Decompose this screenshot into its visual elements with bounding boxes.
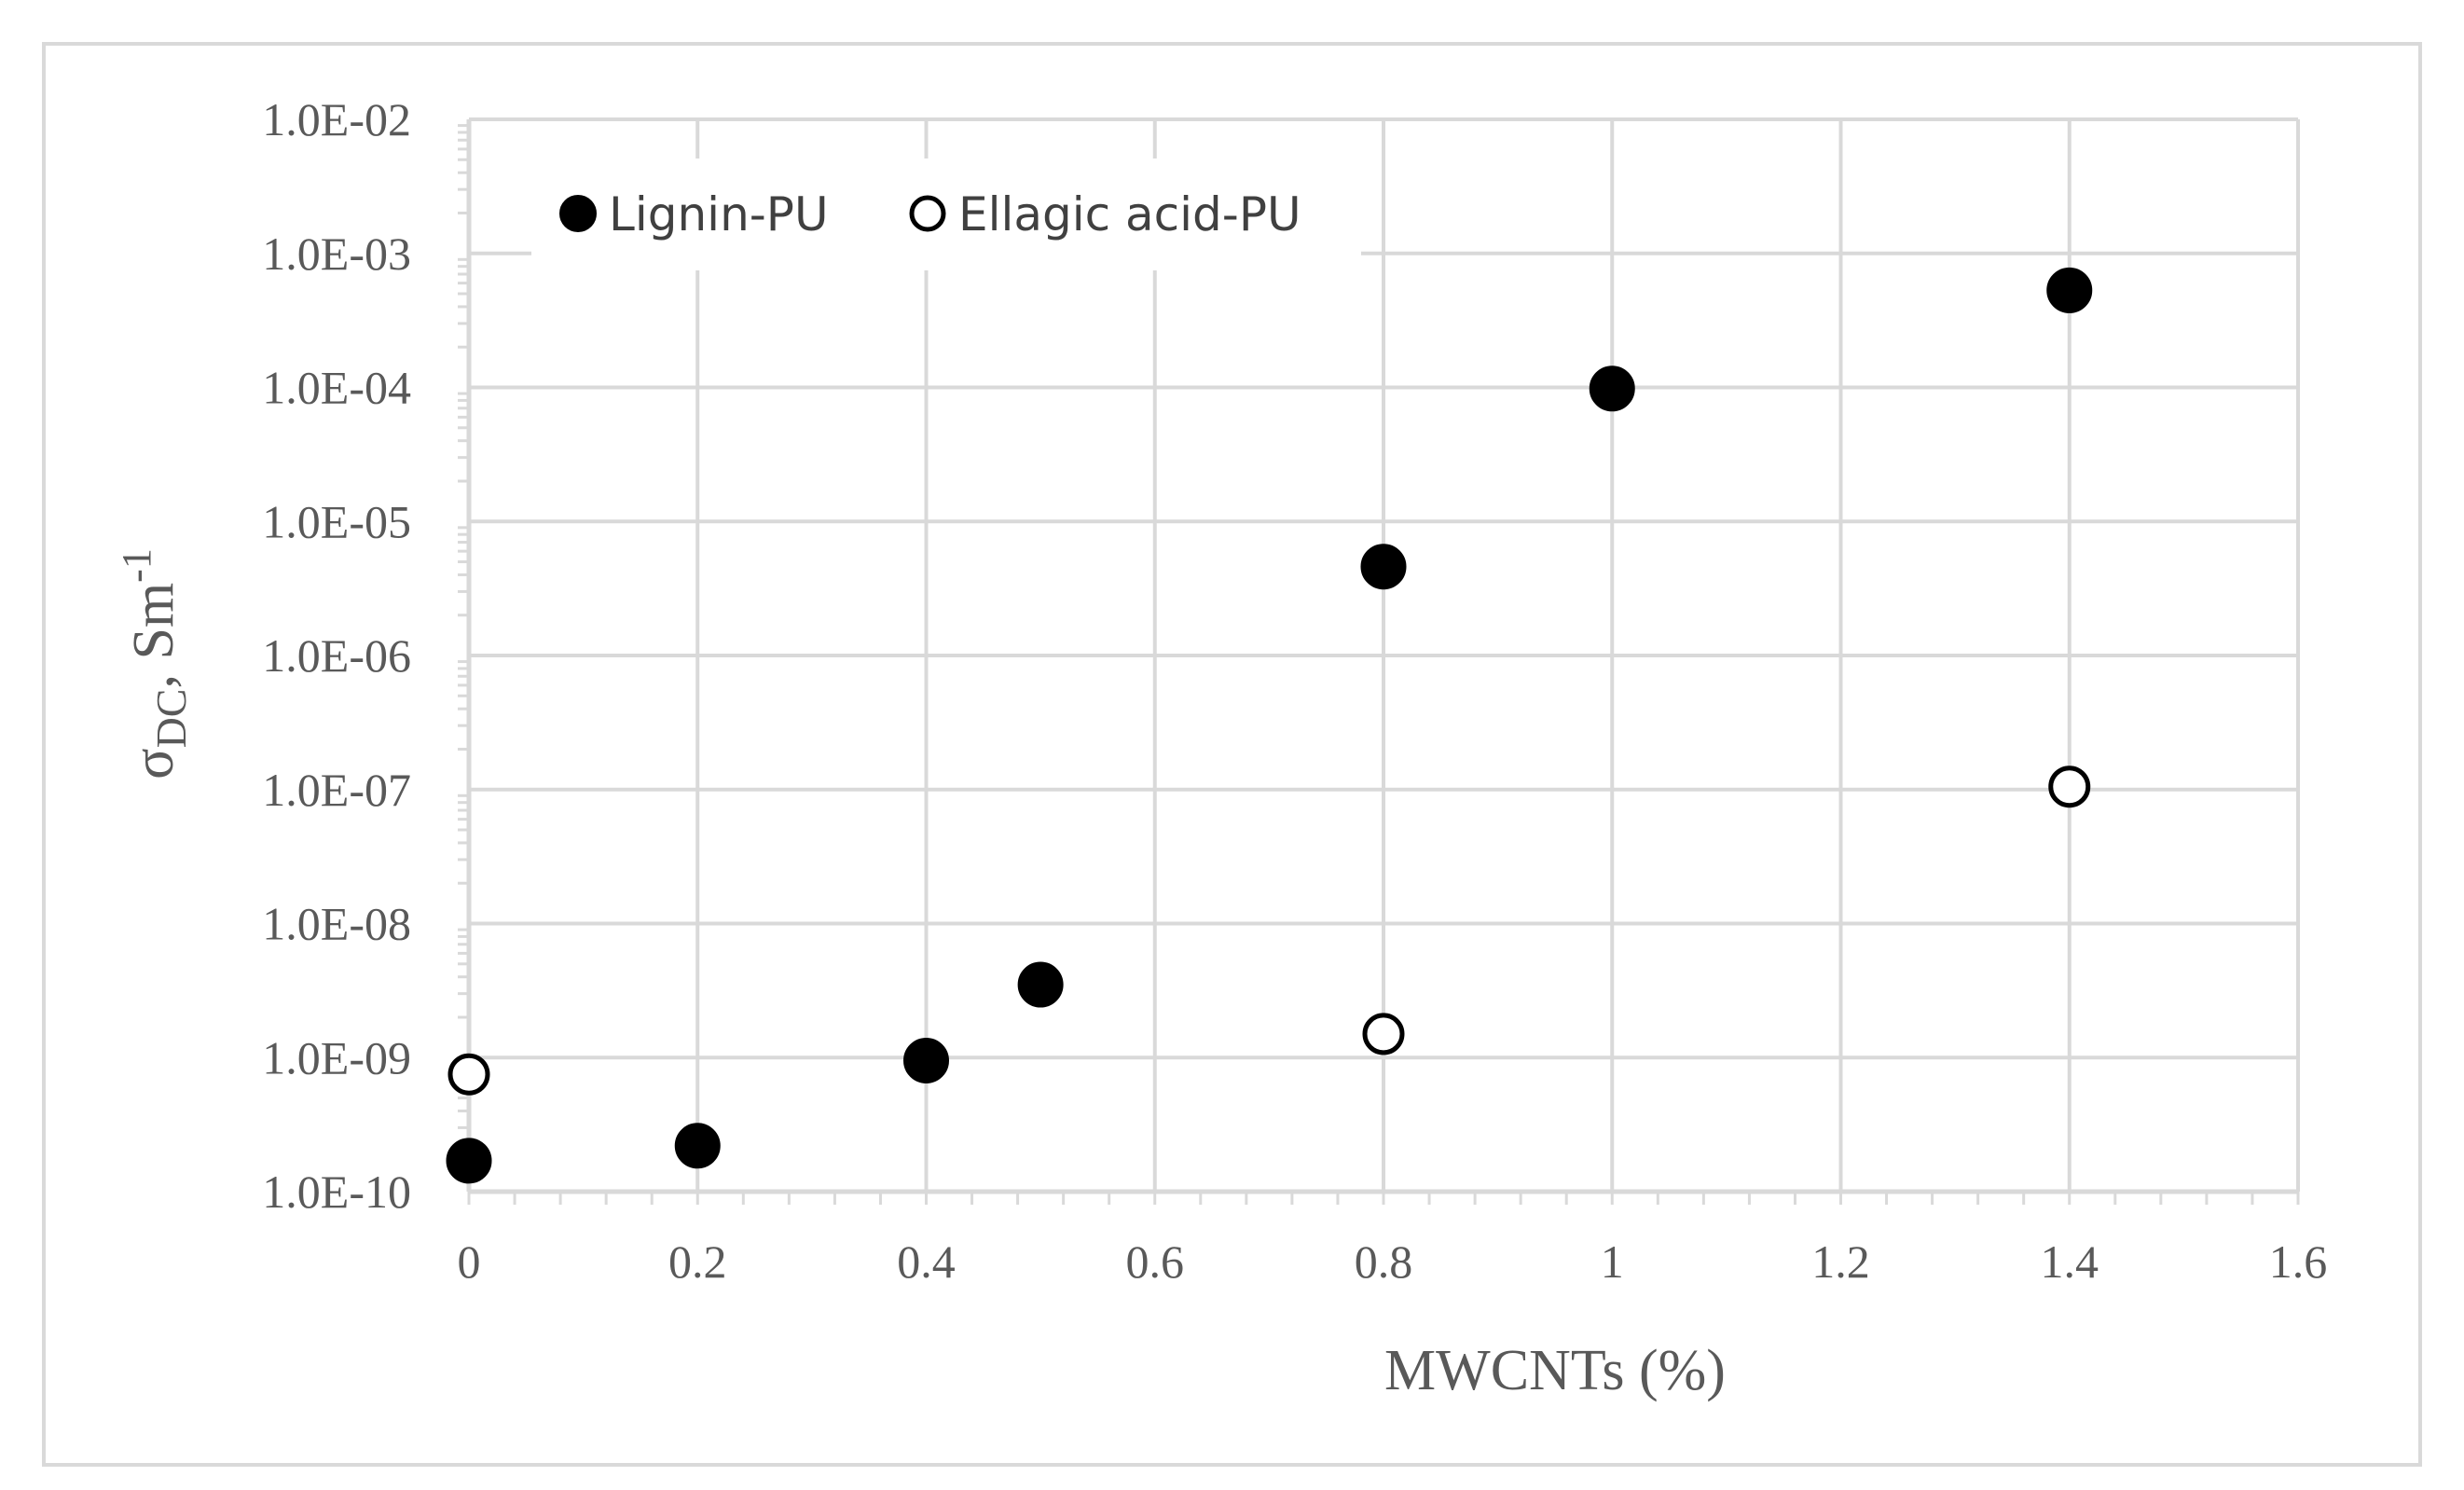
x-tick-label: 1.2 [1811,1235,1870,1288]
legend-marker-lignin-pu [559,195,597,232]
data-series [446,267,2093,1184]
y-tick-label: 1.0E-03 [262,228,411,280]
x-tick-label: 1 [1601,1235,1624,1288]
chart-frame [42,42,2422,1467]
x-tick-label: 0.4 [897,1235,956,1288]
y-axis-title-symbol: σ [122,748,186,779]
data-point [1362,1013,1405,1055]
data-point [2048,766,2091,808]
data-point [1589,366,1635,412]
data-point [903,1037,949,1083]
data-point [674,1123,721,1169]
legend: Lignin-PU Ellagic acid-PU [531,159,1361,270]
legend-marker-ellagic-acid-pu [909,195,946,232]
y-tick-label: 1.0E-10 [262,1166,411,1218]
y-tick-label: 1.0E-06 [262,629,411,682]
y-tick-label: 1.0E-08 [262,898,411,950]
y-axis-title-exponent: -1 [114,548,159,583]
y-axis-title: σDC, Sm-1 [114,548,195,779]
legend-label-lignin-pu: Lignin-PU [609,187,829,241]
data-point [2046,267,2093,313]
y-tick-label: 1.0E-02 [262,93,411,145]
series-ellagic-acid-pu [447,766,2091,1096]
legend-label-ellagic-acid-pu: Ellagic acid-PU [958,187,1301,241]
y-axis-title-unit: , Sm [122,583,186,689]
x-tick-label: 0 [458,1235,481,1288]
x-tick-labels: 0 0.2 0.4 0.6 0.8 1 1.2 1.4 1.6 [458,1235,2328,1288]
data-point [446,1138,492,1184]
x-tick-label: 0.2 [668,1235,727,1288]
x-tick-label: 1.4 [2041,1235,2099,1288]
x-axis-title: MWCNTs (%) [1384,1339,1726,1402]
y-tick-label: 1.0E-07 [262,764,411,816]
x-tick-label: 0.6 [1126,1235,1185,1288]
series-lignin-pu [446,267,2093,1184]
y-tick-labels: 1.0E-02 1.0E-03 1.0E-04 1.0E-05 1.0E-06 1.0E-… [262,93,411,1218]
y-axis-title-subscript: DC [147,689,195,749]
data-point [1017,961,1064,1008]
data-point [1360,544,1407,590]
legend-background [531,159,1361,270]
y-tick-label: 1.0E-09 [262,1031,411,1083]
x-tick-label: 0.8 [1355,1235,1413,1288]
y-tick-label: 1.0E-04 [262,362,411,414]
x-tick-label: 1.6 [2269,1235,2328,1288]
data-point [447,1053,490,1096]
y-tick-label: 1.0E-05 [262,495,411,547]
